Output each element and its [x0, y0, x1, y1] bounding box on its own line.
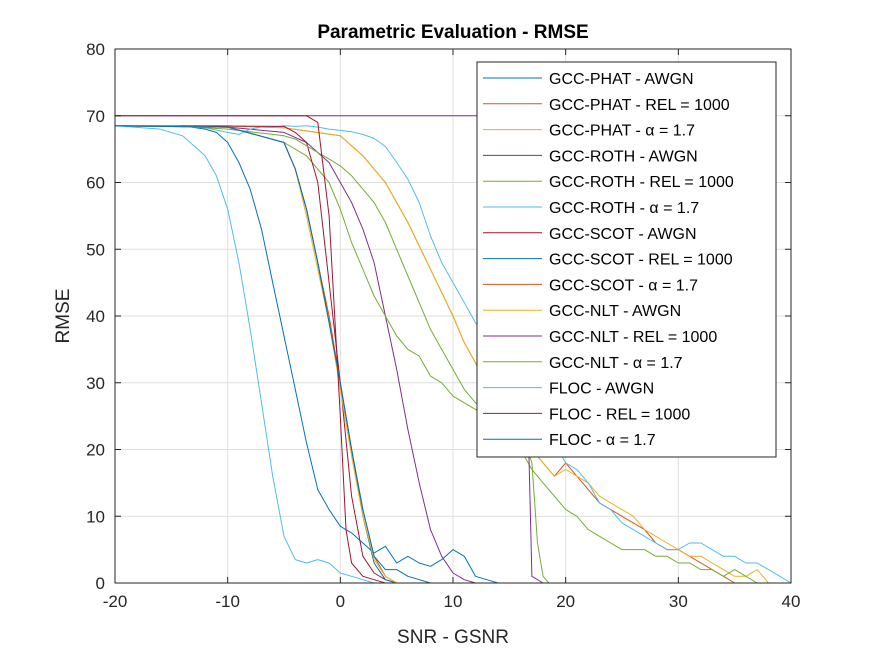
legend-label-12: FLOC - AWGN: [549, 381, 654, 398]
legend-label-11: GCC-NLT - α = 1.7: [549, 355, 683, 372]
y-tick-label: 60: [86, 174, 105, 193]
legend: GCC-PHAT - AWGN GCC-PHAT - REL = 1000 GCC-…: [476, 61, 777, 458]
x-tick-label: 0: [336, 592, 345, 611]
legend-label-1: GCC-PHAT - REL = 1000: [549, 97, 730, 114]
y-tick-label: 10: [86, 507, 105, 526]
y-tick-label: 50: [86, 240, 105, 259]
legend-label-9: GCC-NLT - AWGN: [549, 303, 681, 320]
x-tick-label: -10: [215, 592, 240, 611]
series-line-13: [115, 115, 408, 584]
y-tick-label: 20: [86, 441, 105, 460]
y-tick-label: 80: [86, 40, 105, 59]
legend-label-7: GCC-SCOT - REL = 1000: [549, 252, 733, 269]
x-tick-label: 10: [444, 592, 463, 611]
y-tick-label: 40: [86, 307, 105, 326]
legend-label-14: FLOC - α = 1.7: [549, 432, 656, 449]
series-line-2: [115, 125, 791, 584]
legend-label-6: GCC-SCOT - AWGN: [549, 226, 697, 243]
axis-ticks: -20 -10 0 10 20 30 40 0 10 20 30 40 50 60 70 80: [86, 40, 800, 611]
x-tick-label: 20: [556, 592, 575, 611]
legend-label-13: FLOC - REL = 1000: [549, 406, 690, 423]
series-line-14: [114, 125, 453, 584]
y-tick-label: 30: [86, 374, 105, 393]
legend-label-8: GCC-SCOT - α = 1.7: [549, 277, 698, 294]
series-line-4: [114, 125, 791, 584]
chart-title: Parametric Evaluation - RMSE: [317, 22, 588, 43]
y-tick-label: 70: [86, 107, 105, 126]
y-axis-label: RMSE: [53, 289, 74, 344]
y-tick-label: 0: [96, 574, 105, 593]
legend-label-0: GCC-PHAT - AWGN: [549, 71, 694, 88]
x-tick-label: -20: [103, 592, 128, 611]
legend-label-4: GCC-ROTH - REL = 1000: [549, 174, 734, 191]
legend-label-2: GCC-PHAT - α = 1.7: [549, 123, 695, 140]
x-axis-label: SNR - GSNR: [397, 627, 509, 648]
legend-box: [476, 61, 777, 458]
legend-label-3: GCC-ROTH - AWGN: [549, 148, 698, 165]
x-tick-label: 40: [782, 592, 801, 611]
legend-label-10: GCC-NLT - REL = 1000: [549, 329, 717, 346]
x-tick-label: 30: [669, 592, 688, 611]
series-line-12: [114, 125, 397, 584]
legend-label-5: GCC-ROTH - α = 1.7: [549, 200, 699, 217]
